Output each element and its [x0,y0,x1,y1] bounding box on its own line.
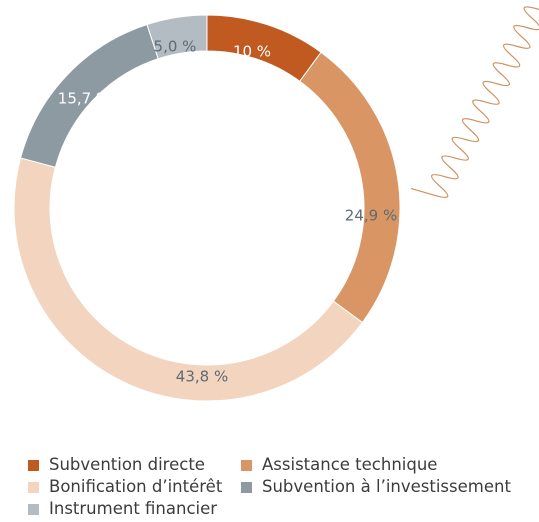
legend: Subvention directe Assistance technique … [28,454,539,520]
data-label-bonification-d-interet: 43,8 % [176,368,228,386]
legend-swatch [241,481,252,493]
data-label-assistance-technique: 24,9 % [345,207,397,225]
legend-item-assistance-technique: Assistance technique [241,454,437,476]
donut-slices [13,14,401,402]
legend-label: Bonification d’intérêt [49,477,223,496]
data-label-subvention-directe: 10 % [233,43,271,61]
legend-label: Assistance technique [262,455,438,474]
legend-swatch [28,481,39,493]
legend-swatch [28,459,39,471]
legend-row: Bonification d’intérêt Subvention à l’in… [28,476,539,498]
legend-swatch [241,459,252,471]
slice-instrument-financier [146,14,208,60]
data-label-instrument-financier: 5,0 % [154,38,197,56]
legend-item-subvention-directe: Subvention directe [28,454,241,476]
zigzag-line [410,6,539,198]
legend-item-bonification-interet: Bonification d’intérêt [28,476,241,498]
legend-label: Instrument financier [49,499,218,518]
legend-row: Subvention directe Assistance technique [28,454,539,476]
legend-swatch [28,503,39,515]
legend-label: Subvention à l’investissement [262,477,511,496]
legend-row: Instrument financier [28,498,539,520]
decorative-zigzag [410,6,539,198]
data-labels: 10 % 24,9 % 43,8 % 15,7 % 5,0 % [58,38,397,386]
slice-assistance-technique [299,51,401,324]
legend-item-instrument-financier: Instrument financier [28,498,241,520]
slice-bonification-d-interet [13,157,364,402]
legend-label: Subvention directe [49,455,205,474]
legend-item-subvention-investissement: Subvention à l’investissement [241,476,511,498]
data-label-subvention-a-l-investissement: 15,7 % [58,90,110,108]
